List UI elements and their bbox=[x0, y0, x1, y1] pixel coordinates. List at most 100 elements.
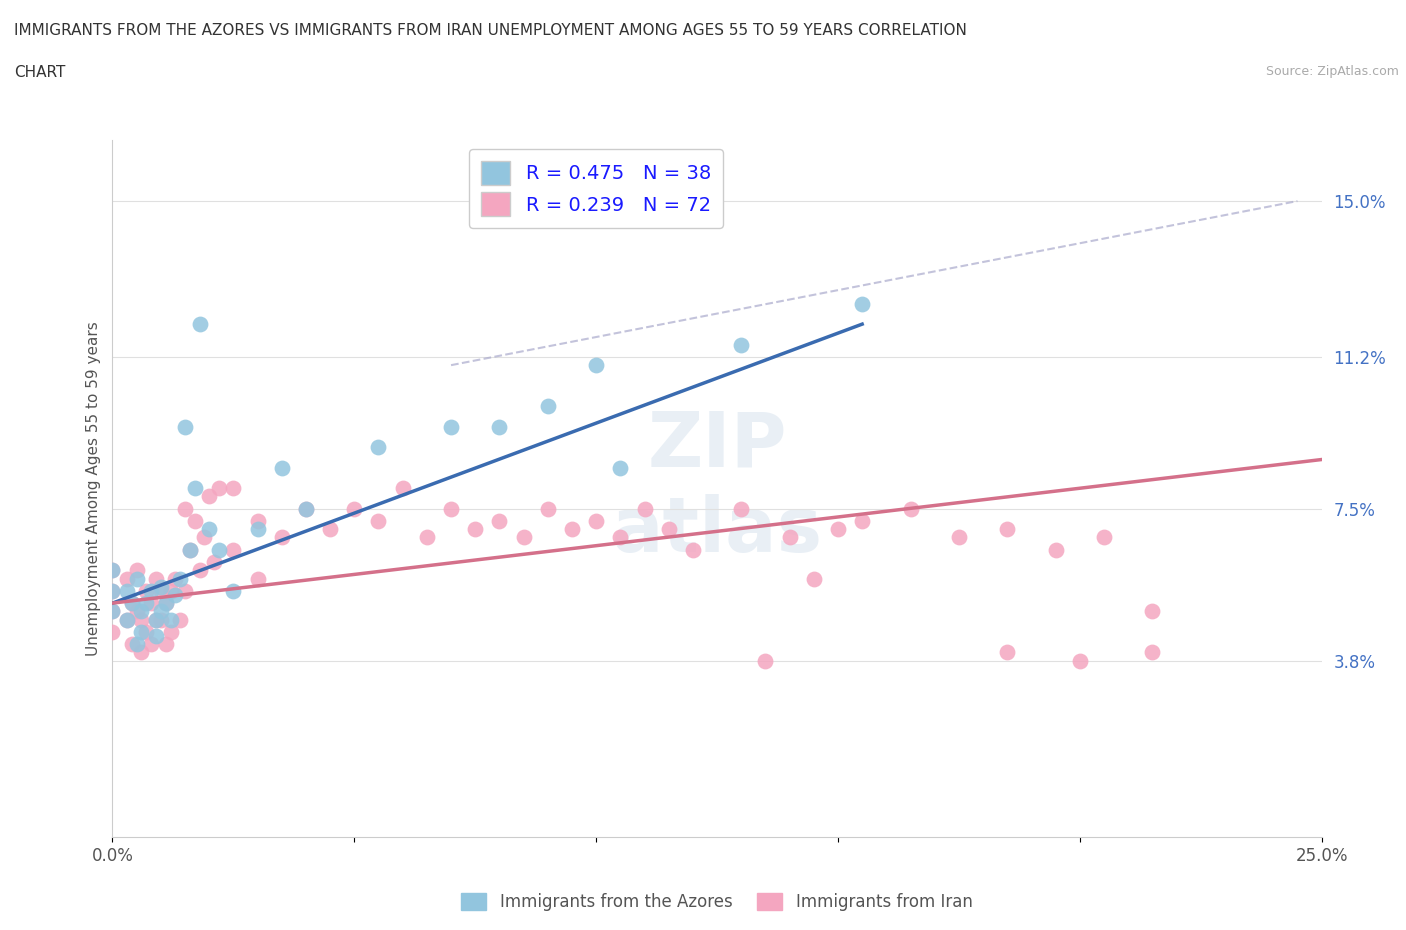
Point bbox=[682, 542, 704, 557]
Point bbox=[440, 419, 463, 434]
Point bbox=[246, 513, 269, 528]
Point bbox=[754, 653, 776, 668]
Point bbox=[295, 501, 318, 516]
Point bbox=[246, 571, 269, 586]
Point bbox=[948, 530, 970, 545]
Point bbox=[169, 571, 191, 586]
Point bbox=[115, 583, 138, 598]
Point bbox=[270, 460, 292, 475]
Legend: Immigrants from the Azores, Immigrants from Iran: Immigrants from the Azores, Immigrants f… bbox=[453, 884, 981, 920]
Point bbox=[121, 637, 143, 652]
Point bbox=[155, 596, 177, 611]
Point bbox=[149, 583, 172, 598]
Point bbox=[155, 637, 177, 652]
Point bbox=[131, 604, 153, 618]
Point bbox=[730, 338, 752, 352]
Point bbox=[131, 612, 153, 627]
Point bbox=[149, 579, 172, 594]
Point bbox=[125, 563, 148, 578]
Point bbox=[1092, 530, 1115, 545]
Point bbox=[101, 563, 124, 578]
Point bbox=[995, 644, 1018, 659]
Text: CHART: CHART bbox=[14, 65, 66, 80]
Y-axis label: Unemployment Among Ages 55 to 59 years: Unemployment Among Ages 55 to 59 years bbox=[86, 321, 101, 656]
Point bbox=[585, 513, 607, 528]
Point bbox=[165, 588, 187, 603]
Point bbox=[125, 637, 148, 652]
Point bbox=[135, 596, 157, 611]
Point bbox=[319, 522, 342, 537]
Point bbox=[179, 542, 201, 557]
Point bbox=[174, 419, 197, 434]
Point bbox=[343, 501, 366, 516]
Point bbox=[121, 596, 143, 611]
Point bbox=[851, 513, 873, 528]
Point bbox=[1142, 604, 1164, 618]
Point bbox=[270, 530, 292, 545]
Point bbox=[101, 624, 124, 639]
Point bbox=[101, 583, 124, 598]
Text: IMMIGRANTS FROM THE AZORES VS IMMIGRANTS FROM IRAN UNEMPLOYMENT AMONG AGES 55 TO: IMMIGRANTS FROM THE AZORES VS IMMIGRANTS… bbox=[14, 23, 967, 38]
Point bbox=[995, 522, 1018, 537]
Point bbox=[149, 612, 172, 627]
Point bbox=[125, 604, 148, 618]
Point bbox=[827, 522, 849, 537]
Point bbox=[115, 571, 138, 586]
Point bbox=[561, 522, 583, 537]
Point bbox=[188, 563, 211, 578]
Point bbox=[159, 612, 181, 627]
Point bbox=[145, 571, 167, 586]
Point bbox=[141, 583, 163, 598]
Point bbox=[198, 489, 221, 504]
Text: ZIP
atlas: ZIP atlas bbox=[612, 408, 823, 568]
Point bbox=[101, 563, 124, 578]
Point bbox=[416, 530, 439, 545]
Point bbox=[115, 612, 138, 627]
Point bbox=[131, 644, 153, 659]
Point bbox=[145, 612, 167, 627]
Point bbox=[208, 481, 231, 496]
Point bbox=[730, 501, 752, 516]
Point bbox=[141, 637, 163, 652]
Point bbox=[609, 460, 631, 475]
Point bbox=[222, 583, 245, 598]
Point bbox=[222, 481, 245, 496]
Point bbox=[121, 596, 143, 611]
Point bbox=[488, 513, 510, 528]
Point bbox=[115, 612, 138, 627]
Point bbox=[367, 513, 389, 528]
Point bbox=[183, 513, 205, 528]
Point bbox=[188, 317, 211, 332]
Point bbox=[131, 624, 153, 639]
Point bbox=[135, 624, 157, 639]
Point bbox=[609, 530, 631, 545]
Point bbox=[367, 440, 389, 455]
Point bbox=[537, 501, 560, 516]
Point bbox=[1142, 644, 1164, 659]
Point bbox=[537, 399, 560, 414]
Point bbox=[1045, 542, 1067, 557]
Point bbox=[1069, 653, 1091, 668]
Point bbox=[488, 419, 510, 434]
Point bbox=[141, 596, 163, 611]
Point bbox=[165, 571, 187, 586]
Point bbox=[851, 296, 873, 311]
Point bbox=[633, 501, 655, 516]
Text: Source: ZipAtlas.com: Source: ZipAtlas.com bbox=[1265, 65, 1399, 78]
Point bbox=[198, 522, 221, 537]
Point bbox=[464, 522, 486, 537]
Point bbox=[183, 481, 205, 496]
Point bbox=[135, 583, 157, 598]
Point bbox=[145, 612, 167, 627]
Point bbox=[159, 583, 181, 598]
Point bbox=[179, 542, 201, 557]
Point bbox=[125, 571, 148, 586]
Point bbox=[169, 612, 191, 627]
Point bbox=[295, 501, 318, 516]
Point bbox=[174, 583, 197, 598]
Point bbox=[246, 522, 269, 537]
Point bbox=[101, 604, 124, 618]
Point bbox=[208, 542, 231, 557]
Point bbox=[803, 571, 825, 586]
Point bbox=[222, 542, 245, 557]
